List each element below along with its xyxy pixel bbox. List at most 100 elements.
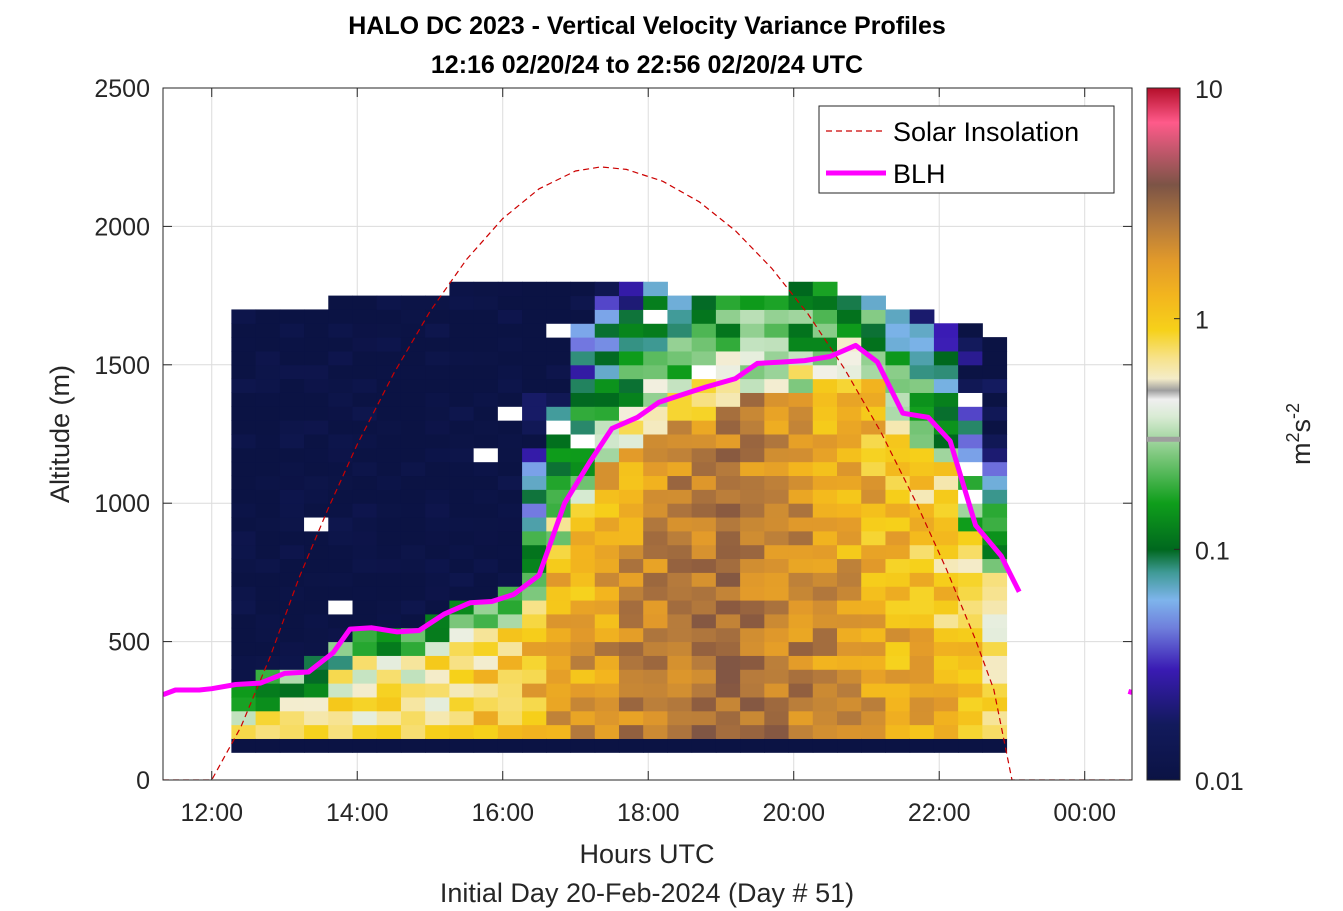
heatmap-cell [667,544,693,560]
heatmap-cell [643,558,668,573]
heatmap-cell [691,350,717,366]
heatmap-cell [546,669,572,684]
heatmap-cell [279,475,305,490]
heatmap-cell [570,530,596,546]
heatmap-cell [764,600,790,615]
heatmap-cell [546,420,572,435]
heatmap-cell [933,696,959,712]
heatmap-cell [570,613,596,629]
heatmap-cell [909,350,935,366]
heatmap-cell [885,627,911,643]
heatmap-cell [909,323,935,338]
heatmap-cell [643,641,668,656]
heatmap-cell [594,530,620,546]
heatmap-cell [376,600,402,615]
heatmap-cell [473,337,499,352]
heatmap-cell [594,461,620,477]
heatmap-cell [546,558,572,573]
heatmap-cell [594,627,620,643]
heatmap-cell [255,544,281,560]
heatmap-cell [861,489,886,504]
heatmap-cell [788,392,814,407]
heatmap-cell [715,517,741,532]
heatmap-cell [570,364,596,380]
heatmap-cell [740,309,765,324]
heatmap-cell [618,461,644,477]
heatmap-cell [667,710,693,726]
heatmap-cell [788,683,814,698]
heatmap-cell [497,558,523,573]
heatmap-cell [497,461,523,477]
heatmap-cell [909,572,935,587]
heatmap-cell [255,613,281,629]
heatmap-cell [546,696,572,712]
heatmap-cell [352,600,378,615]
heatmap-cell [812,600,838,615]
heatmap-cell [594,517,620,532]
heatmap-cell [328,378,354,393]
heatmap-cell [376,738,402,753]
heatmap-cell [279,447,305,463]
heatmap-cell [570,683,596,698]
heatmap-cell [400,530,426,546]
heatmap-cell [885,655,911,670]
heatmap-cell [885,724,911,739]
heatmap-cell [546,323,572,338]
heatmap-cell [231,337,257,352]
heatmap-cell [982,683,1008,698]
heatmap-cell [497,295,523,310]
heatmap-cell [788,309,814,324]
heatmap-cell [449,544,475,560]
heatmap-cell [279,600,305,615]
heatmap-cell [861,475,886,490]
heatmap-cell [594,641,620,656]
heatmap-cell [497,696,523,712]
heatmap-cell [376,323,402,338]
heatmap-cell [618,517,644,532]
heatmap-cell [643,613,668,629]
heatmap-cell [304,503,329,518]
heatmap-cell [570,558,596,573]
heatmap-cell [764,738,790,753]
heatmap-cell [643,447,668,463]
heatmap-cell [667,503,693,518]
heatmap-cell [958,461,983,477]
heatmap-cell [594,489,620,504]
heatmap-cell [788,655,814,670]
heatmap-cell [909,530,935,546]
heatmap-cell [958,600,983,615]
heatmap-cell [764,683,790,698]
heatmap-cell [425,530,450,546]
heatmap-cell [812,613,838,629]
heatmap-cell [522,655,547,670]
heatmap-cell [522,461,547,477]
heatmap-cell [594,378,620,393]
heatmap-cell [376,517,402,532]
heatmap-cell [304,364,329,380]
heatmap-cell [691,738,717,753]
heatmap-cell [764,378,790,393]
heatmap-cell [618,696,644,712]
heatmap-cell [618,447,644,463]
heatmap-cell [594,350,620,366]
heatmap-cell [546,309,572,324]
heatmap-cell [279,364,305,380]
heatmap-cell [691,669,717,684]
heatmap-cell [497,627,523,643]
heatmap-cell [594,447,620,463]
heatmap-cell [740,613,765,629]
heatmap-cell [861,503,886,518]
heatmap-cell [497,669,523,684]
heatmap-cell [933,323,959,338]
heatmap-cell [425,434,450,449]
heatmap-cell [715,489,741,504]
heatmap-cell [279,337,305,352]
heatmap-cell [715,392,741,407]
heatmap-cell [522,337,547,352]
heatmap-cell [304,475,329,490]
heatmap-cell [328,392,354,407]
heatmap-cell [570,489,596,504]
heatmap-cell [812,669,838,684]
heatmap-cell [328,655,354,670]
heatmap-cell [546,295,572,310]
